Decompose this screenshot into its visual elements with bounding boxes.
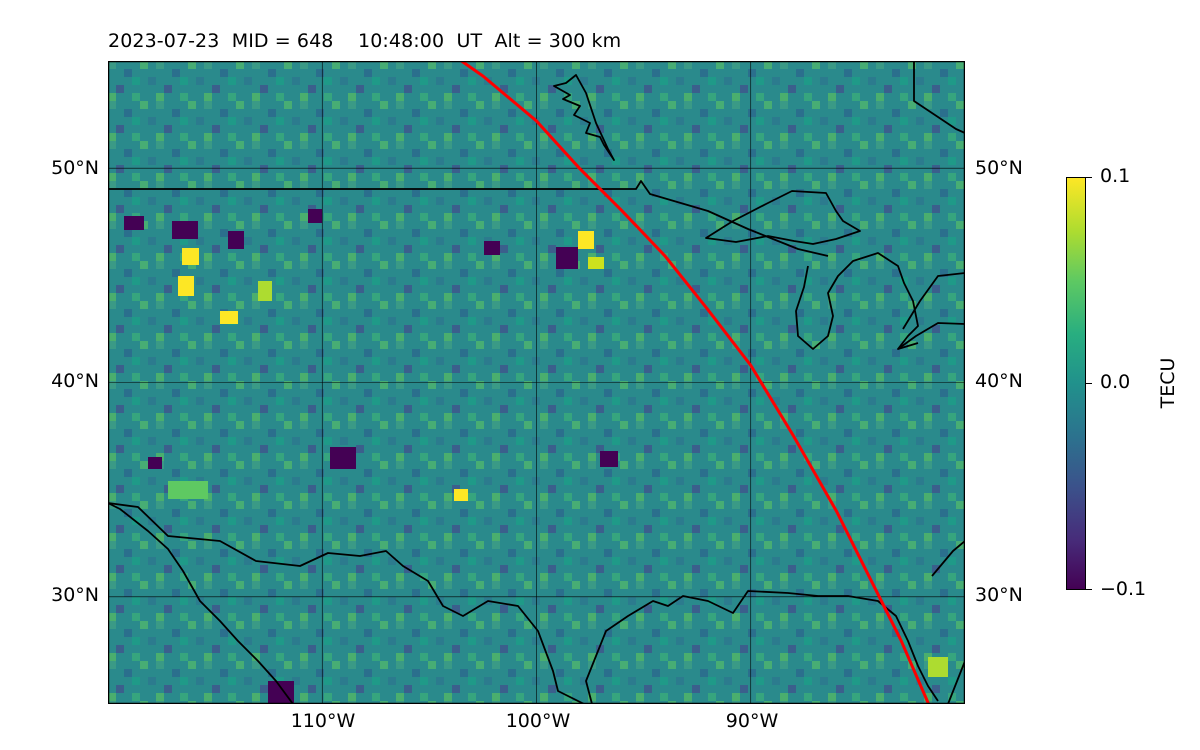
lat-label-right-50: 50°N <box>975 157 1023 179</box>
lat-label-left-50: 50°N <box>51 157 99 179</box>
tec-map[interactable] <box>108 61 965 704</box>
florida-coast <box>931 540 965 704</box>
anomaly-cell <box>182 248 199 265</box>
lake-superior <box>705 190 861 245</box>
colorbar-tick-mid <box>1086 383 1092 384</box>
lake-huron-erie <box>897 272 965 350</box>
lat-label-right-40: 40°N <box>975 370 1023 392</box>
lat-label-right-30: 30°N <box>975 584 1023 606</box>
colorbar-tick-top <box>1086 177 1092 178</box>
lon-label-110w: 110°W <box>290 710 356 732</box>
colorbar-label-zero: 0.0 <box>1100 371 1131 393</box>
anomaly-cell <box>928 657 948 677</box>
anomaly-cell <box>168 481 208 499</box>
colorbar-label-min: −0.1 <box>1100 578 1147 600</box>
anomaly-cell <box>220 311 238 324</box>
anomaly-cell <box>556 247 578 269</box>
baja-coast <box>108 502 294 704</box>
plot-title: 2023-07-23 MID = 648 10:48:00 UT Alt = 3… <box>108 30 622 52</box>
coastline-borders <box>108 61 965 704</box>
colorbar-label-max: 0.1 <box>1100 165 1131 187</box>
anomaly-cell <box>600 451 618 467</box>
lat-label-left-30: 30°N <box>51 584 99 606</box>
colorbar-tick-bottom <box>1086 589 1092 590</box>
anomaly-cell <box>124 216 144 230</box>
lon-label-90w: 90°W <box>725 710 779 732</box>
anomaly-cell <box>308 209 322 223</box>
anomaly-cell <box>228 231 244 249</box>
anomaly-cell <box>178 276 194 296</box>
anomaly-cell <box>578 231 594 249</box>
anomaly-cell <box>148 457 162 469</box>
anomaly-cell <box>588 257 604 269</box>
anomaly-cell <box>172 221 198 239</box>
terminator-line <box>460 61 930 704</box>
hudson-bay-coast <box>553 74 615 161</box>
lon-label-100w: 100°W <box>505 710 571 732</box>
tec-anomaly-cells <box>124 209 948 704</box>
lat-label-left-40: 40°N <box>51 370 99 392</box>
mexico-border <box>108 502 587 704</box>
anomaly-cell <box>258 281 272 301</box>
map-frame <box>108 61 965 704</box>
gulf-coast <box>585 590 939 704</box>
anomaly-cell <box>330 447 356 469</box>
tec-map-panel[interactable] <box>108 61 965 704</box>
coast-northeast <box>913 61 965 134</box>
graticule <box>108 61 965 704</box>
anomaly-cell <box>454 489 468 501</box>
colorbar <box>1066 177 1086 590</box>
anomaly-cell <box>484 241 500 255</box>
us-canada-border <box>108 180 829 257</box>
lake-michigan <box>795 252 919 350</box>
colorbar-title: TECU <box>1157 357 1179 409</box>
anomaly-cell <box>268 681 294 704</box>
